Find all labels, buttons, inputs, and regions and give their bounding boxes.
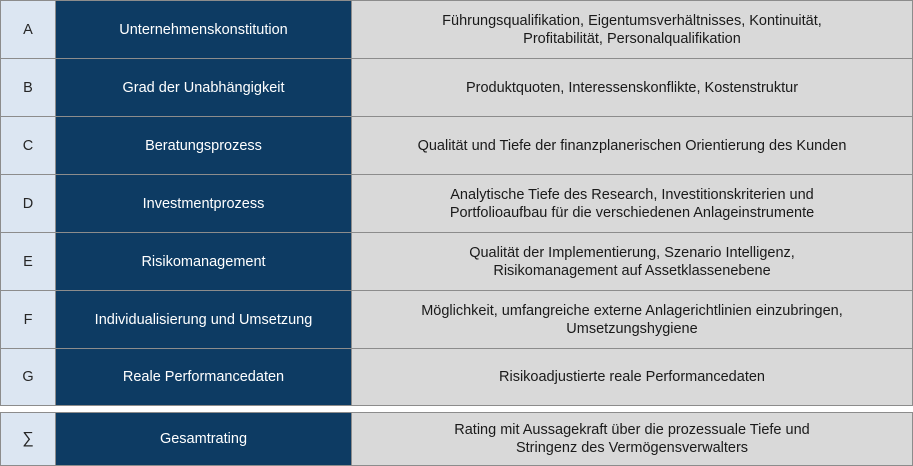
description-line: Möglichkeit, umfangreiche externe Anlage… [421, 302, 843, 319]
criteria-row-d: D Investmentprozess Analytische Tiefe de… [0, 174, 913, 232]
criteria-name: Investmentprozess [56, 175, 352, 232]
criteria-letter: C [0, 117, 56, 174]
criteria-description: Qualität der Implementierung, Szenario I… [352, 233, 913, 290]
description-line: Risikomanagement auf Assetklassenebene [493, 262, 771, 279]
total-rating-row: ∑ Gesamtrating Rating mit Aussagekraft ü… [0, 412, 913, 466]
criteria-name: Beratungsprozess [56, 117, 352, 174]
criteria-row-a: A Unternehmenskonstitution Führungsquali… [0, 0, 913, 58]
criteria-name: Grad der Unabhängigkeit [56, 59, 352, 116]
criteria-description: Analytische Tiefe des Research, Investit… [352, 175, 913, 232]
description-line: Rating mit Aussagekraft über die prozess… [454, 422, 810, 438]
criteria-description: Produktquoten, Interessenskonflikte, Kos… [352, 59, 913, 116]
criteria-letter: D [0, 175, 56, 232]
description-line: Stringenz des Vermögensverwalters [515, 440, 749, 456]
criteria-description: Möglichkeit, umfangreiche externe Anlage… [352, 291, 913, 348]
criteria-row-f: F Individualisierung und Umsetzung Mögli… [0, 290, 913, 348]
sum-symbol: ∑ [0, 413, 56, 465]
description-line: Produktquoten, Interessenskonflikte, Kos… [465, 79, 799, 96]
criteria-description: Führungsqualifikation, Eigentumsverhältn… [352, 1, 913, 58]
criteria-name: Reale Performancedaten [56, 349, 352, 405]
table-separator [0, 406, 913, 412]
description-line: Analytische Tiefe des Research, Investit… [450, 186, 814, 203]
criteria-letter: B [0, 59, 56, 116]
total-rating-description: Rating mit Aussagekraft über die prozess… [352, 413, 913, 465]
criteria-row-g: G Reale Performancedaten Risikoadjustier… [0, 348, 913, 406]
criteria-name: Individualisierung und Umsetzung [56, 291, 352, 348]
description-line: Führungsqualifikation, Eigentumsverhältn… [442, 12, 822, 29]
description-line: Profitabilität, Personalqualifikation [523, 30, 741, 47]
criteria-row-b: B Grad der Unabhängigkeit Produktquoten,… [0, 58, 913, 116]
criteria-letter: E [0, 233, 56, 290]
description-line: Qualität und Tiefe der finanzplanerische… [417, 137, 847, 154]
total-rating-name: Gesamtrating [56, 413, 352, 465]
criteria-letter: A [0, 1, 56, 58]
criteria-name: Unternehmenskonstitution [56, 1, 352, 58]
criteria-name: Risikomanagement [56, 233, 352, 290]
description-line: Portfolioaufbau für die verschiedenen An… [449, 204, 815, 221]
criteria-description: Qualität und Tiefe der finanzplanerische… [352, 117, 913, 174]
criteria-row-c: C Beratungsprozess Qualität und Tiefe de… [0, 116, 913, 174]
criteria-letter: G [0, 349, 56, 405]
description-line: Risikoadjustierte reale Performancedaten [499, 369, 765, 385]
criteria-row-e: E Risikomanagement Qualität der Implemen… [0, 232, 913, 290]
description-line: Umsetzungshygiene [566, 320, 698, 337]
description-line: Qualität der Implementierung, Szenario I… [469, 244, 795, 261]
criteria-description: Risikoadjustierte reale Performancedaten [352, 349, 913, 405]
criteria-letter: F [0, 291, 56, 348]
